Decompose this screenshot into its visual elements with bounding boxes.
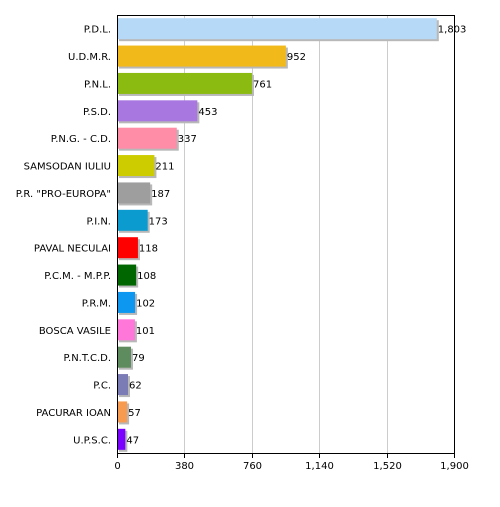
category-label: U.P.S.C. bbox=[73, 435, 111, 446]
x-tick-label: 1,900 bbox=[440, 461, 469, 472]
bar bbox=[117, 291, 136, 313]
x-tick-label: 760 bbox=[243, 461, 262, 472]
bar bbox=[117, 182, 151, 204]
value-label: 337 bbox=[178, 134, 197, 145]
value-label: 173 bbox=[149, 216, 168, 227]
value-label: 108 bbox=[137, 271, 156, 282]
value-label: 101 bbox=[136, 326, 155, 337]
category-label: PAVAL NECULAI bbox=[34, 244, 111, 255]
category-label: SAMSODAN IULIU bbox=[24, 162, 111, 173]
category-label: P.R.M. bbox=[82, 298, 111, 309]
bar bbox=[117, 127, 177, 149]
bar bbox=[117, 346, 132, 368]
category-label: PACURAR IOAN bbox=[36, 408, 111, 419]
value-label: 62 bbox=[129, 381, 142, 392]
bar bbox=[117, 72, 252, 94]
bar bbox=[117, 237, 138, 259]
bar bbox=[117, 319, 135, 341]
x-tick-label: 0 bbox=[114, 461, 120, 472]
value-label: 952 bbox=[287, 52, 306, 63]
bar bbox=[117, 401, 128, 423]
bar bbox=[117, 45, 286, 67]
category-label: P.C.M. - M.P.P. bbox=[44, 271, 111, 282]
category-label: P.N.L. bbox=[84, 79, 111, 90]
bars bbox=[117, 18, 439, 452]
bar bbox=[117, 100, 198, 122]
axes bbox=[117, 15, 455, 458]
x-tick-label: 1,520 bbox=[373, 461, 402, 472]
bar bbox=[117, 209, 148, 231]
category-label: P.I.N. bbox=[87, 216, 111, 227]
value-label: 118 bbox=[139, 244, 158, 255]
value-label: 453 bbox=[198, 107, 217, 118]
value-label: 57 bbox=[128, 408, 141, 419]
bar bbox=[117, 18, 437, 40]
category-label: P.C. bbox=[93, 381, 111, 392]
value-label: 102 bbox=[136, 298, 155, 309]
category-label: P.D.L. bbox=[84, 25, 111, 36]
x-tick-label: 1,140 bbox=[305, 461, 334, 472]
bar bbox=[117, 155, 155, 177]
value-label: 47 bbox=[126, 435, 139, 446]
category-label: U.D.M.R. bbox=[68, 52, 111, 63]
value-label: 79 bbox=[132, 353, 145, 364]
category-label: P.N.G. - C.D. bbox=[51, 134, 111, 145]
labels: P.D.L. 1,803 U.D.M.R. 952 P.N.L. 761 P.S.D. 453… bbox=[16, 25, 469, 472]
bar bbox=[117, 374, 128, 396]
category-label: P.R. "PRO-EUROPA" bbox=[16, 189, 111, 200]
value-label: 187 bbox=[151, 189, 170, 200]
value-label: 211 bbox=[155, 162, 174, 173]
bar bbox=[117, 428, 126, 450]
category-label: P.N.T.C.D. bbox=[64, 353, 111, 364]
bar bbox=[117, 264, 137, 286]
x-tick-label: 380 bbox=[175, 461, 194, 472]
category-label: P.S.D. bbox=[83, 107, 111, 118]
value-label: 761 bbox=[253, 79, 272, 90]
category-label: BOSCA VASILE bbox=[39, 326, 111, 337]
value-label: 1,803 bbox=[438, 25, 467, 36]
